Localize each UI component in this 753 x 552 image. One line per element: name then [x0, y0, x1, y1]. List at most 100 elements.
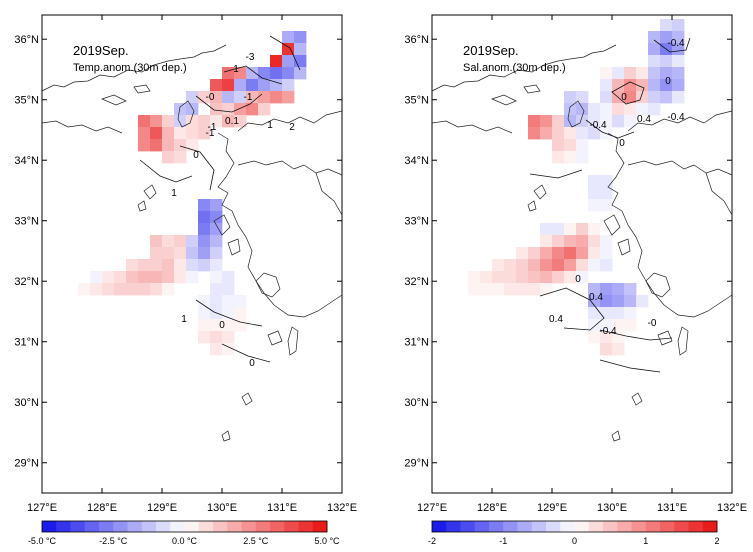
anomaly-cell	[612, 79, 625, 92]
anomaly-cell	[174, 247, 187, 260]
anomaly-cell	[138, 115, 151, 128]
anomaly-cell	[492, 271, 505, 284]
anomaly-cell	[588, 295, 601, 308]
anomaly-cell	[612, 343, 625, 356]
anomaly-cell	[198, 295, 211, 308]
anomaly-cell	[198, 127, 211, 140]
anomaly-cell	[174, 115, 187, 128]
colorbar-swatch	[603, 521, 618, 532]
colorbar-swatch	[156, 521, 171, 532]
anomaly-cell	[150, 247, 163, 260]
anomaly-cell	[588, 199, 601, 212]
anomaly-cell	[222, 91, 235, 104]
anomaly-cell	[246, 91, 259, 104]
anomaly-cell	[588, 127, 601, 140]
anomaly-cell	[492, 283, 505, 296]
contour-label: 0	[665, 76, 671, 87]
anomaly-cell	[564, 271, 577, 284]
colorbar-frame	[431, 520, 718, 533]
anomaly-cell	[234, 295, 247, 308]
anomaly-cells	[468, 19, 685, 356]
contour-lines	[529, 37, 691, 373]
anomaly-cell	[576, 271, 589, 284]
colorbar-swatch	[84, 521, 100, 532]
anomaly-cell	[612, 283, 625, 296]
anomaly-cell	[636, 79, 649, 92]
anomaly-cell	[198, 307, 211, 320]
lat-label: 33°N	[14, 216, 39, 228]
anomaly-cell	[600, 79, 613, 92]
anomaly-cell	[210, 211, 223, 224]
anomaly-cell	[588, 187, 601, 200]
anomaly-cell	[114, 283, 127, 296]
anomaly-cell	[612, 331, 625, 344]
anomaly-cell	[588, 319, 601, 332]
colorbar: -2 -1 0 1 2	[428, 520, 720, 546]
anomaly-cell	[564, 115, 577, 128]
anomaly-cell	[150, 259, 163, 272]
colorbar-swatch	[574, 521, 590, 532]
colorbar-tick-label: 0	[572, 536, 577, 546]
contour-label: 1	[171, 188, 177, 199]
colorbar-swatch	[546, 521, 561, 532]
anomaly-cell	[210, 235, 223, 248]
lat-label: 35°N	[14, 95, 39, 107]
contour-label: 0.4	[589, 292, 603, 303]
anomaly-cell	[516, 283, 529, 296]
anomaly-cell	[528, 283, 541, 296]
contour-line	[653, 37, 691, 53]
anomaly-cell	[294, 31, 307, 44]
anomaly-cell	[648, 67, 661, 80]
anomaly-cell	[672, 67, 685, 80]
anomaly-cell	[138, 259, 151, 272]
lon-label: 127°E	[417, 502, 447, 514]
anomaly-cell	[576, 223, 589, 236]
contour-line	[585, 119, 635, 139]
contour-label: -0.4	[599, 326, 617, 337]
colorbar-swatch	[99, 521, 114, 532]
anomaly-cell	[588, 235, 601, 248]
anomaly-cell	[78, 283, 91, 296]
anomaly-cell	[624, 307, 637, 320]
anomaly-cell	[210, 115, 223, 128]
anomaly-cell	[660, 79, 673, 92]
anomaly-cell	[552, 271, 565, 284]
lat-label: 35°N	[404, 95, 429, 107]
colorbar-swatch	[56, 521, 71, 532]
anomaly-cell	[576, 91, 589, 104]
anomaly-cell	[162, 247, 175, 260]
anomaly-cell	[294, 43, 307, 56]
anomaly-cell	[210, 295, 223, 308]
anomaly-cell	[138, 271, 151, 284]
anomaly-cell	[210, 91, 223, 104]
lat-label: 36°N	[404, 34, 429, 46]
colorbar-swatch	[631, 521, 647, 532]
anomaly-cell	[660, 67, 673, 80]
anomaly-cell	[282, 55, 295, 68]
colorbar-tick-label: -2.5 °C	[99, 536, 128, 546]
anomaly-cell	[198, 115, 211, 128]
anomaly-cell	[198, 319, 211, 332]
anomaly-cell	[528, 259, 541, 272]
anomaly-cell	[186, 91, 199, 104]
colorbar-tick-label: 2	[714, 536, 719, 546]
anomaly-cell	[504, 283, 517, 296]
anomaly-cell	[234, 319, 247, 332]
contour-line	[539, 287, 605, 331]
anomaly-cell	[162, 283, 175, 296]
anomaly-cell	[246, 79, 259, 92]
anomaly-cell	[552, 223, 565, 236]
colorbar-swatch	[688, 521, 704, 532]
anomaly-cell	[174, 271, 187, 284]
anomaly-cell	[648, 79, 661, 92]
colorbar-swatch	[517, 521, 533, 532]
anomaly-cell	[258, 91, 271, 104]
anomaly-cell	[528, 247, 541, 260]
lat-label: 30°N	[14, 397, 39, 409]
contour-label: -0.4	[667, 38, 685, 49]
anomaly-cell	[612, 319, 625, 332]
anomaly-cell	[552, 247, 565, 260]
anomaly-cell	[564, 151, 577, 164]
anomaly-cell	[186, 127, 199, 140]
anomaly-cell	[576, 103, 589, 116]
